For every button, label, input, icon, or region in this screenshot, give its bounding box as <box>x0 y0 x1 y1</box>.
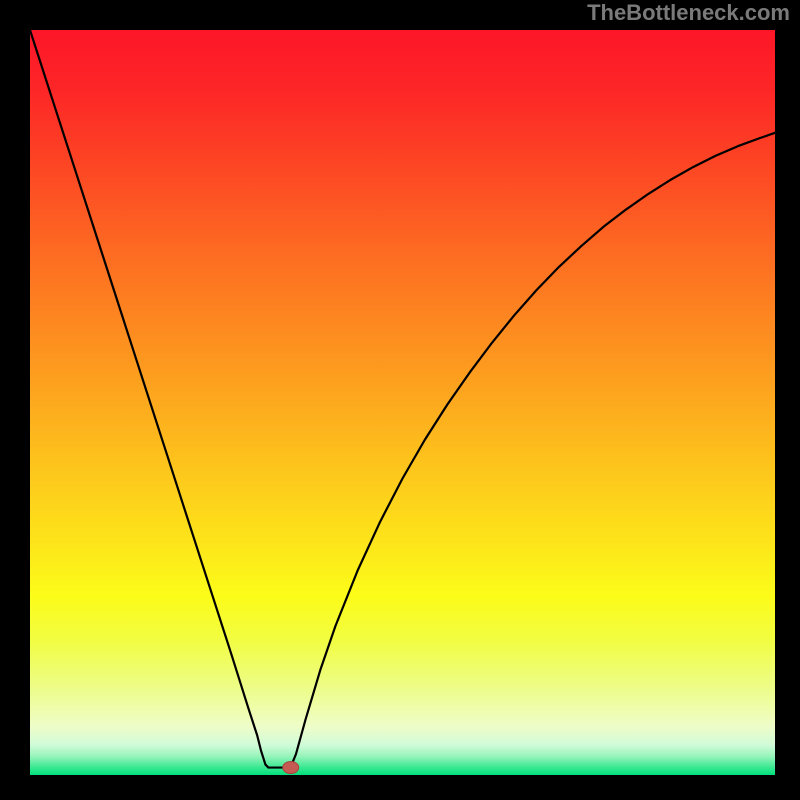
optimal-marker <box>283 762 299 774</box>
watermark-text: TheBottleneck.com <box>587 0 790 26</box>
chart-frame: TheBottleneck.com <box>0 0 800 800</box>
plot-background <box>30 30 775 775</box>
chart-plot <box>30 30 775 775</box>
